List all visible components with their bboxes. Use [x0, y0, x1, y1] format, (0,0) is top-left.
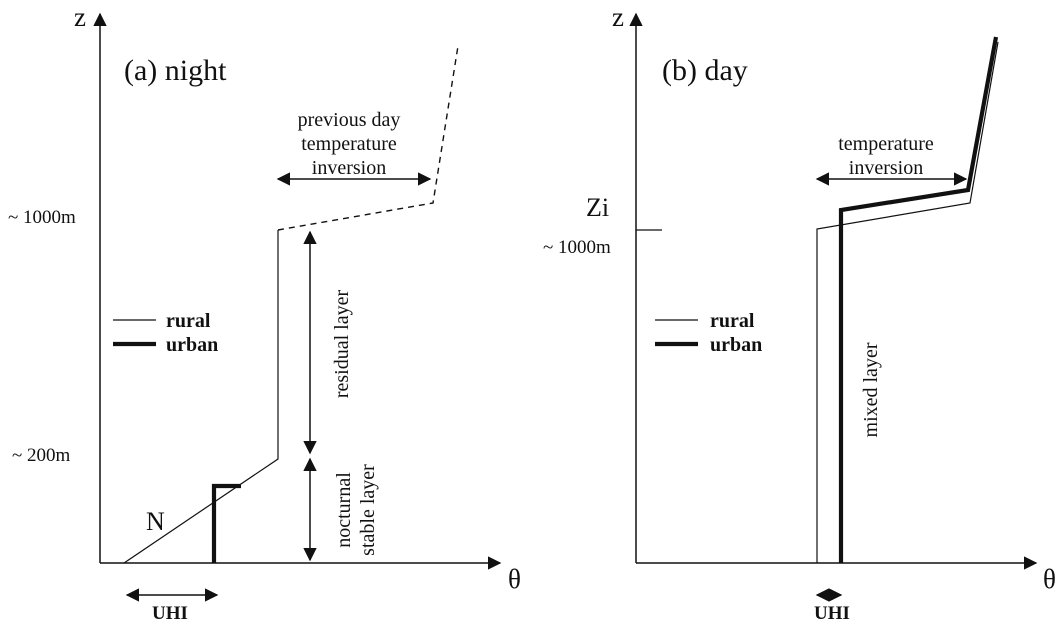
panel-a-previous-day-profile [277, 45, 459, 231]
panel-a-inversion-text-2: temperature [301, 133, 397, 155]
panel-a-rural-profile [123, 230, 279, 564]
panel-b-title: (b) day [662, 54, 748, 87]
panel-b-zi-label: Zi [586, 193, 609, 222]
panel-a-inversion-text-3: inversion [312, 157, 386, 179]
panel-b-urban-profile [838, 36, 999, 563]
panel-b-uhi-label: UHI [814, 603, 850, 624]
panel-a-stable-label-1: nocturnal [333, 472, 355, 548]
panel-a-z-label: z [74, 2, 86, 32]
panel-b-day: z θ (b) day Zi ~ 1000m temperature inver… [543, 2, 1056, 624]
panel-a-legend-rural-label: rural [166, 310, 211, 332]
panel-a-tick-200m: ~ 200m [12, 445, 71, 466]
panel-b-tick-1000m: ~ 1000m [543, 237, 611, 258]
panel-b-legend-rural-label: rural [710, 310, 755, 332]
panel-a-legend-urban-label: urban [166, 334, 218, 356]
panel-a-stable-label-2: stable layer [357, 464, 379, 556]
panel-b-theta-label: θ [1043, 564, 1056, 594]
panel-a-uhi-label: UHI [152, 603, 188, 624]
panel-b-z-label: z [612, 2, 624, 32]
panel-a-title: (a) night [124, 54, 227, 87]
panel-b-inversion-text-2: inversion [849, 157, 923, 179]
panel-a-inversion-text-1: previous day [298, 109, 401, 131]
panel-a-residual-label: residual layer [331, 290, 353, 399]
panel-a-n-label: N [146, 507, 165, 536]
panel-a-theta-label: θ [508, 564, 521, 594]
panel-a-night: z θ (a) night ~ 1000m ~ 200m previous da… [8, 2, 521, 624]
panel-b-rural-profile [816, 41, 999, 563]
panel-b-legend-urban-label: urban [710, 334, 762, 356]
panel-b-mixed-label: mixed layer [860, 342, 882, 437]
panel-b-inversion-text-1: temperature [838, 133, 934, 155]
panel-a-urban-profile [211, 483, 241, 563]
panel-a-tick-1000m: ~ 1000m [8, 207, 76, 228]
